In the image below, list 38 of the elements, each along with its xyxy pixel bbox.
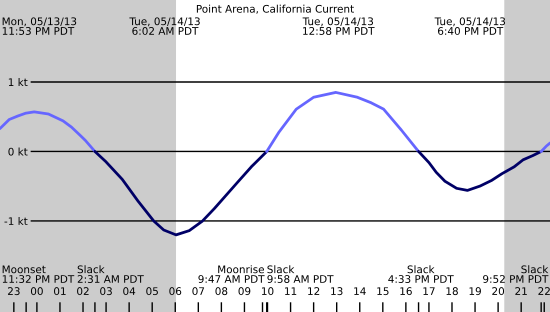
annotation: Mon, 05/13/13 11:53 PM PDT [2, 17, 76, 35]
x-tick-label: 10 [262, 287, 274, 296]
x-tick-label: 17 [423, 287, 435, 295]
x-tick-label: 06 [169, 287, 182, 296]
x-tick-label: 04 [123, 287, 136, 296]
annotation: Tue, 05/14/13 6:02 AM PDT [129, 17, 200, 35]
y-tick-label: 1 kt [8, 78, 28, 86]
x-tick-label: 12 [308, 287, 320, 295]
x-tick-label: 16 [400, 287, 412, 296]
x-tick-label: 20 [492, 287, 504, 296]
annotation: Tue, 05/14/13 12:58 PM PDT [302, 17, 375, 35]
annotation: Moonrise 9:47 AM PDT [198, 265, 265, 283]
x-tick-label: 11 [285, 287, 296, 295]
x-tick-label: 09 [238, 287, 250, 296]
x-tick-label: 05 [146, 287, 158, 296]
y-tick-label: -1 kt [4, 217, 28, 225]
x-tick-label: 03 [100, 287, 112, 296]
x-tick-label: 02 [77, 287, 89, 296]
x-tick-label: 15 [377, 287, 389, 296]
x-tick-label: 21 [515, 287, 527, 295]
annotation: Tue, 05/14/13 6:40 PM PDT [434, 17, 506, 35]
annotation: Slack 9:52 PM PDT [483, 265, 548, 283]
annotation: Slack 4:33 PM PDT [388, 265, 454, 283]
annotation: Slack 2:31 AM PDT [78, 265, 144, 283]
y-tick-label: 0 kt [8, 148, 28, 156]
x-tick-label: 18 [446, 287, 458, 296]
x-tick-label: 08 [215, 287, 228, 296]
x-tick-label: 22 [538, 287, 550, 295]
x-tick-label: 19 [470, 287, 481, 296]
x-tick-label: 13 [331, 287, 342, 296]
chart-title: Point Arena, California Current [196, 4, 354, 14]
x-tick-label: 23 [8, 287, 20, 296]
annotation: Moonset 11:32 PM PDT [2, 266, 74, 283]
x-tick-label: 01 [54, 287, 66, 296]
x-tick-label: 14 [354, 287, 366, 295]
x-tick-label: 07 [192, 287, 204, 296]
annotation: Slack 9:58 AM PDT [267, 265, 334, 283]
x-tick-label: 00 [30, 287, 43, 296]
